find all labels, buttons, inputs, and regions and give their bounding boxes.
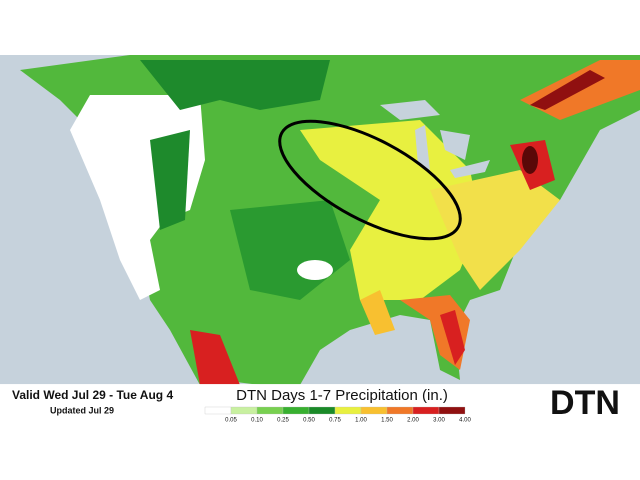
logo: DTN	[550, 384, 620, 422]
orange-gulf	[360, 290, 395, 335]
legend-swatch	[256, 406, 284, 415]
legend-label: 1.50	[381, 418, 393, 424]
dark-green-rockies	[150, 130, 190, 230]
max-northeast	[522, 146, 538, 174]
legend-label: 0.50	[303, 418, 315, 424]
red-florida	[440, 310, 465, 365]
map	[0, 55, 640, 385]
red-mexico	[190, 330, 240, 385]
legend-swatch	[360, 406, 388, 415]
legend-swatch	[230, 406, 258, 415]
max-quebec	[530, 70, 605, 110]
legend-swatch	[282, 406, 310, 415]
lake-michigan	[415, 125, 430, 170]
legend: 0.05 0.10 0.25 0.50 0.75 1.00 1.50 2.00 3.00 4.00	[204, 406, 471, 424]
legend-label: 2.00	[407, 418, 419, 424]
updated-date: Updated Jul 29	[50, 405, 114, 415]
legend-swatch	[386, 406, 414, 415]
legend-label: 0.10	[251, 418, 263, 424]
legend-swatch	[334, 406, 362, 415]
legend-swatch	[308, 406, 336, 415]
map-title: DTN Days 1-7 Precipitation (in.)	[236, 387, 448, 404]
legend-swatch	[204, 406, 232, 415]
yellow-midwest	[300, 120, 480, 300]
legend-label: 0.05	[225, 418, 237, 424]
legend-label: 4.00	[459, 418, 471, 424]
dark-green-north	[140, 60, 330, 110]
valid-dates: Valid Wed Jul 29 - Tue Aug 4	[12, 388, 173, 402]
legend-label: 1.00	[355, 418, 367, 424]
yellow-east	[430, 170, 560, 290]
legend-label: 3.00	[433, 418, 445, 424]
lake-superior	[380, 100, 440, 120]
legend-swatch	[438, 406, 466, 415]
dry-spot	[297, 260, 333, 280]
lake-erie	[450, 160, 490, 178]
legend-label: 0.75	[329, 418, 341, 424]
highlight-ellipse	[278, 119, 462, 241]
lake-huron	[440, 130, 470, 160]
legend-label: 0.25	[277, 418, 289, 424]
legend-strip	[0, 384, 640, 426]
legend-swatch	[412, 406, 440, 415]
